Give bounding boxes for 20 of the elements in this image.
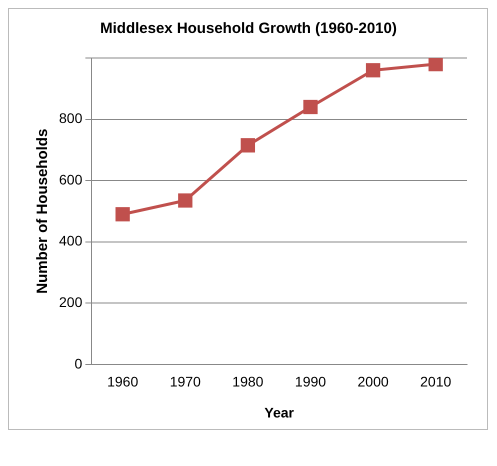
point [178,193,192,208]
y-tick-label: 800 [59,110,83,126]
point [240,138,256,152]
point [116,207,130,222]
y-tick-label: 600 [59,171,83,188]
point [303,100,318,114]
x-tick-label: 1990 [294,374,326,390]
x-tick-label: 1970 [170,374,202,390]
x-axis-title: Year [264,404,295,420]
point [366,63,380,78]
y-tick-label: 200 [59,294,83,310]
chart-title: Middlesex Household Growth (1960-2010) [100,20,397,38]
x-tick-label: 2000 [358,374,389,390]
x-tick-label: 2010 [420,374,452,390]
x-tick-label: 1960 [107,374,138,390]
y-tick-label: 400 [59,232,83,249]
x-tick-label: 1980 [232,374,264,390]
y-tick-label: 0 [74,355,83,372]
point [428,58,443,72]
y-axis-title: Number of Households [34,128,52,294]
